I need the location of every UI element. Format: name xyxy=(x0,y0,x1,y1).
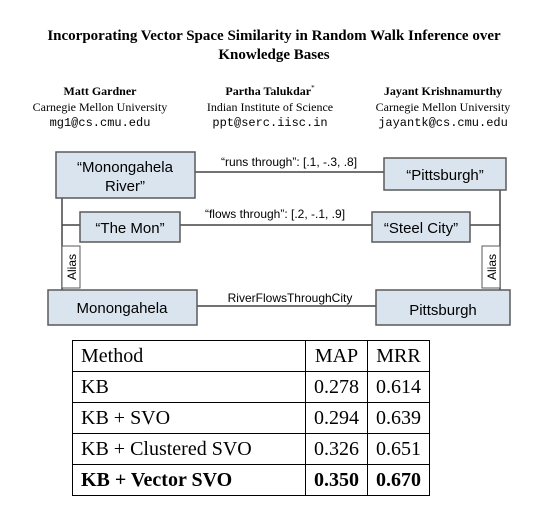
edge-label-alias-right: Alias xyxy=(485,254,499,280)
knowledge-graph-figure: “Monongahela River” “Pittsburgh” “The Mo… xyxy=(47,151,511,326)
node-label: “Monongahela xyxy=(77,159,174,176)
node-pittsburgh-quoted xyxy=(383,157,507,191)
edge-label-flows-through: “flows through”: [.2, -.1, .9] xyxy=(205,207,345,221)
node-label: River” xyxy=(105,178,145,195)
node-label: Pittsburgh xyxy=(409,302,477,319)
title-line-2: Knowledge Bases xyxy=(218,47,330,63)
edge-label-river-flows: RiverFlowsThroughCity xyxy=(228,291,353,305)
author-2: Partha Talukdar* Indian Institute of Sci… xyxy=(190,80,350,131)
table-row-best: KB + Vector SVO 0.350 0.670 xyxy=(72,464,430,496)
author-1: Matt Gardner Carnegie Mellon University … xyxy=(18,80,182,131)
author-name: Matt Gardner xyxy=(63,84,137,98)
node-monongahela xyxy=(47,289,198,326)
cell-map: 0.294 xyxy=(305,402,368,434)
table-row: KB + SVO 0.294 0.639 xyxy=(72,402,430,434)
cell-map: 0.326 xyxy=(305,433,368,465)
author-3: Jayant Krishnamurthy Carnegie Mellon Uni… xyxy=(356,80,530,131)
edge-label-alias-left: Alias xyxy=(65,254,79,280)
title-line-1: Incorporating Vector Space Similarity in… xyxy=(47,28,501,44)
paper-title: Incorporating Vector Space Similarity in… xyxy=(0,27,548,65)
cell-mrr: 0.651 xyxy=(367,433,430,465)
alias-right-box xyxy=(481,245,501,289)
node-steel-city xyxy=(371,211,471,243)
table-row: KB 0.278 0.614 xyxy=(72,371,430,403)
cell-method: KB xyxy=(72,371,306,403)
author-email: mg1@cs.cmu.edu xyxy=(49,116,151,130)
node-monongahela-river xyxy=(55,151,196,199)
cell-method: KB + Clustered SVO xyxy=(72,433,306,465)
alias-left-box xyxy=(61,245,81,289)
node-label: “Pittsburgh” xyxy=(406,167,484,184)
header-mrr: MRR xyxy=(367,340,430,372)
author-email: jayantk@cs.cmu.edu xyxy=(378,116,508,130)
author-institution: Carnegie Mellon University xyxy=(32,100,168,114)
node-label: “Steel City” xyxy=(384,220,458,237)
cell-mrr: 0.614 xyxy=(367,371,430,403)
node-pittsburgh xyxy=(375,289,511,326)
cell-mrr: 0.670 xyxy=(367,464,430,496)
table-header-row: Method MAP MRR xyxy=(72,340,430,372)
author-institution: Indian Institute of Science xyxy=(206,100,334,114)
results-table: Method MAP MRR KB 0.278 0.614 KB + SVO 0… xyxy=(72,340,430,496)
cell-mrr: 0.639 xyxy=(367,402,430,434)
node-the-mon xyxy=(79,211,181,243)
cell-method: KB + SVO xyxy=(72,402,306,434)
table-row: KB + Clustered SVO 0.326 0.651 xyxy=(72,433,430,465)
author-name: Jayant Krishnamurthy xyxy=(383,84,503,98)
author-institution: Carnegie Mellon University xyxy=(375,100,511,114)
cell-map: 0.350 xyxy=(305,464,368,496)
header-method: Method xyxy=(72,340,306,372)
cell-method: KB + Vector SVO xyxy=(72,464,306,496)
node-label: Monongahela xyxy=(77,300,169,317)
cell-map: 0.278 xyxy=(305,371,368,403)
author-name: Partha Talukdar* xyxy=(225,84,315,98)
node-label: “The Mon” xyxy=(95,220,164,237)
author-email: ppt@serc.iisc.in xyxy=(212,116,328,130)
edge-label-runs-through: “runs through”: [.1, -.3, .8] xyxy=(221,155,357,169)
header-map: MAP xyxy=(305,340,368,372)
